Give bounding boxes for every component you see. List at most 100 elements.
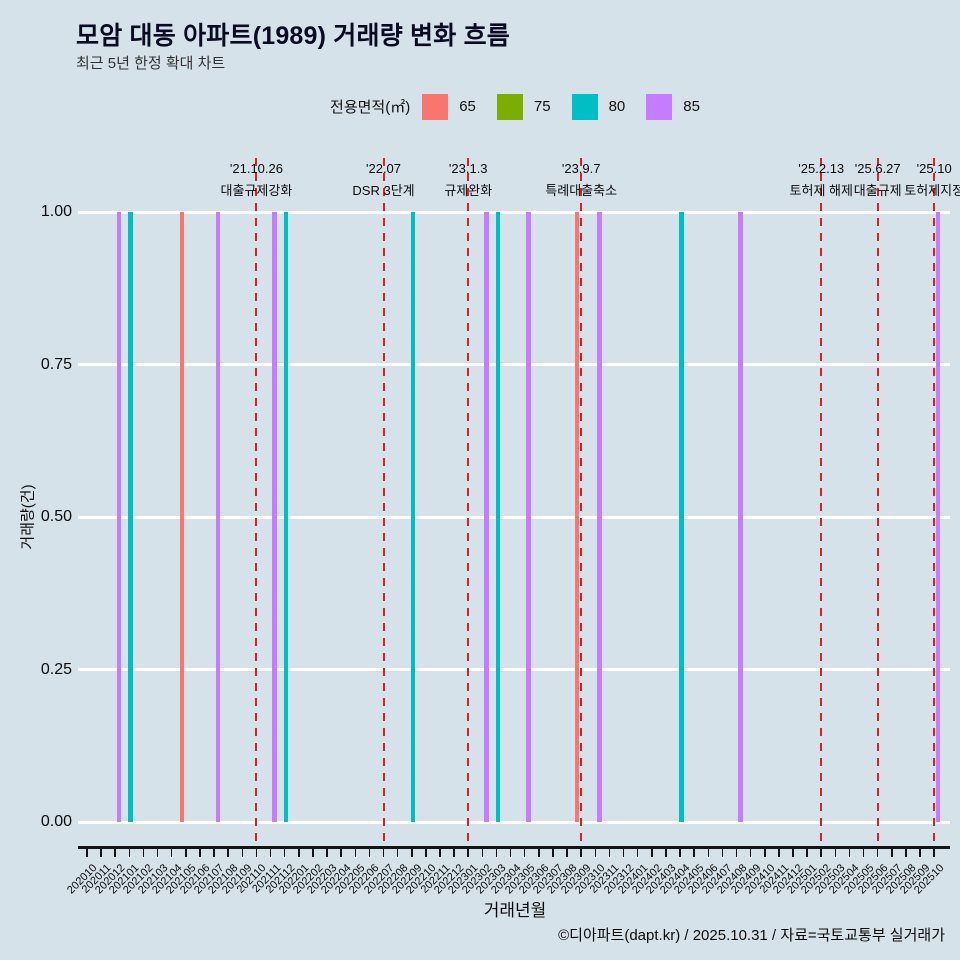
- bar: [484, 212, 489, 822]
- annotation-date: '25.6.27: [854, 161, 901, 176]
- legend-swatch-85: [646, 93, 673, 120]
- gridline: [78, 363, 950, 366]
- x-axis-tick: [848, 848, 851, 857]
- x-axis-tick: [933, 848, 935, 857]
- annotation-label: DSR 3단계: [352, 183, 415, 198]
- annotation-date: '21.10.26: [229, 161, 283, 176]
- bar: [215, 212, 221, 822]
- annotation-line: [467, 158, 470, 846]
- x-axis-tick: [114, 848, 116, 857]
- legend-item-65: 65: [422, 93, 476, 120]
- legend-swatch-75: [496, 93, 523, 120]
- y-axis-title: 거래량(건): [19, 484, 37, 550]
- x-axis-tick: [665, 848, 667, 857]
- x-axis-tick: [778, 848, 780, 857]
- x-axis-tick: [806, 848, 808, 857]
- x-axis-tick: [241, 848, 244, 857]
- x-axis-tick: [509, 848, 512, 857]
- x-axis-tick: [185, 848, 187, 857]
- annotation-label: 대출규제강화: [220, 183, 293, 198]
- y-tick-label: 1.00: [40, 203, 72, 220]
- x-axis-line: [78, 846, 950, 849]
- annotation-date: '23.9.7: [561, 161, 601, 176]
- bar: [128, 212, 133, 822]
- x-axis-tick: [721, 848, 724, 857]
- x-axis-tick: [905, 848, 907, 857]
- legend-label: 85: [683, 98, 700, 115]
- legend-swatch-80: [571, 93, 598, 120]
- page-title: 모암 대동 아파트(1989) 거래량 변화 흐름: [76, 22, 510, 50]
- x-axis-tick: [735, 848, 738, 857]
- x-axis-tick: [467, 848, 469, 857]
- bar: [495, 212, 501, 822]
- bar: [272, 212, 277, 822]
- legend-label: 65: [459, 98, 476, 115]
- legend: 전용면적(㎡) 65 75 80 85: [80, 93, 950, 120]
- annotation-line: [876, 158, 879, 846]
- x-axis-tick: [128, 848, 131, 857]
- x-axis-tick: [227, 848, 229, 857]
- bar: [679, 212, 684, 822]
- bar: [179, 212, 185, 822]
- x-axis-tick: [679, 848, 681, 857]
- x-axis-tick: [269, 848, 272, 857]
- x-axis-tick: [834, 848, 837, 857]
- bar: [410, 212, 416, 822]
- gridline: [78, 515, 950, 519]
- bar: [574, 212, 580, 822]
- x-axis-tick: [100, 848, 102, 857]
- x-axis-tick: [142, 848, 145, 857]
- x-axis-tick: [283, 848, 286, 857]
- x-axis-tick: [382, 848, 385, 857]
- annotation-line: [255, 158, 258, 846]
- x-axis-tick: [340, 848, 342, 857]
- bar: [935, 212, 941, 822]
- annotation-label: 대출규제: [853, 183, 902, 198]
- annotation-line: [820, 158, 823, 846]
- x-axis-tick: [862, 848, 865, 857]
- x-axis-tick: [608, 848, 611, 857]
- y-tick-label: 0.50: [40, 508, 72, 525]
- x-axis-tick: [876, 848, 879, 857]
- annotation-date: '23.1.3: [448, 161, 488, 176]
- annotation-date: '25.10: [916, 161, 952, 176]
- annotation-label: 토허제 해제: [789, 183, 853, 198]
- x-axis-title: 거래년월: [483, 901, 547, 920]
- x-axis-tick: [439, 848, 441, 857]
- y-tick-label: 0.00: [40, 813, 72, 830]
- x-axis-tick: [651, 848, 653, 857]
- x-axis-tick: [919, 848, 921, 857]
- bar: [526, 212, 531, 822]
- x-axis-tick: [481, 848, 484, 857]
- gridline: [78, 668, 950, 671]
- x-axis-tick: [354, 848, 357, 857]
- legend-title: 전용면적(㎡): [330, 99, 411, 116]
- annotation-label: 규제완화: [444, 183, 493, 198]
- x-axis-tick: [453, 848, 455, 857]
- x-axis-tick: [86, 848, 88, 857]
- annotation-label: 토허제지정: [904, 183, 960, 198]
- x-axis-tick: [538, 848, 540, 857]
- bar: [738, 212, 743, 822]
- x-axis-tick: [707, 848, 710, 857]
- annotation-line: [933, 158, 936, 846]
- x-axis-tick: [693, 848, 695, 857]
- x-axis-tick: [298, 848, 300, 857]
- x-axis-tick: [523, 848, 526, 857]
- footer-credit: ©디아파트(dapt.kr) / 2025.10.31 / 자료=국토교통부 실…: [558, 927, 945, 944]
- x-axis-tick: [749, 848, 752, 857]
- x-axis-tick: [326, 848, 328, 857]
- legend-label: 75: [533, 98, 551, 115]
- x-axis-tick: [255, 848, 258, 857]
- annotation-label: 특례대출축소: [545, 183, 618, 198]
- x-axis-tick: [411, 848, 413, 857]
- x-axis-tick: [495, 848, 498, 857]
- x-axis-tick: [891, 848, 893, 857]
- x-axis-tick: [552, 848, 554, 857]
- legend-item-85: 85: [646, 93, 700, 120]
- x-axis-tick: [594, 848, 597, 857]
- x-axis-tick: [820, 848, 822, 857]
- bar: [116, 212, 122, 822]
- x-axis-tick: [622, 848, 625, 857]
